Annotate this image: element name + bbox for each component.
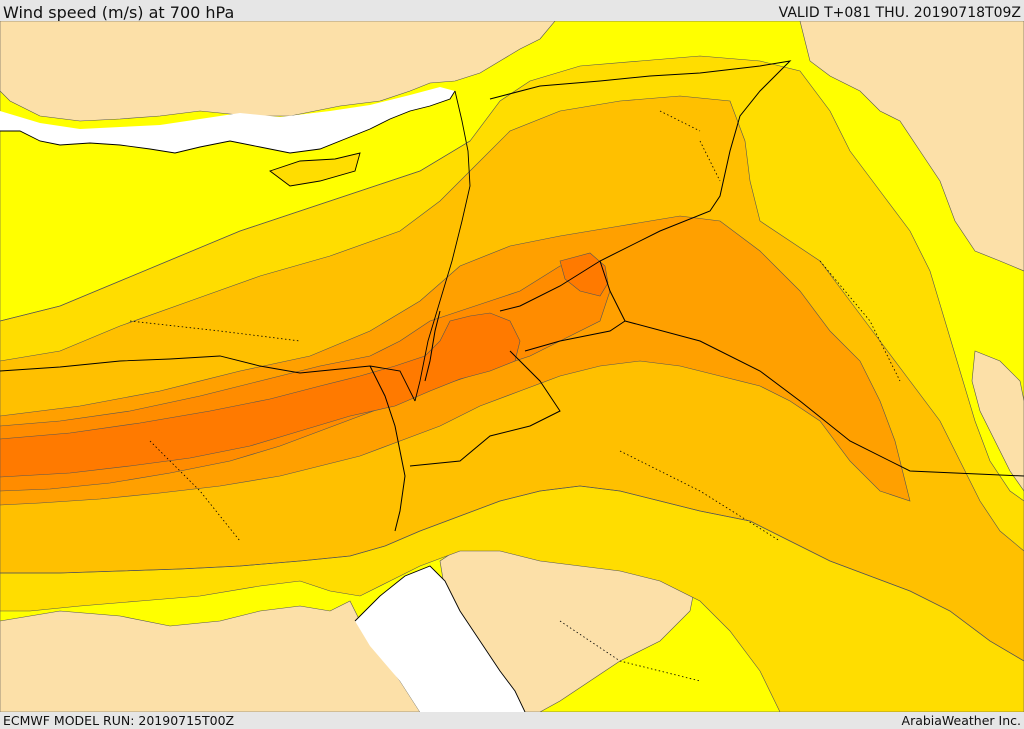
border-jordan-iraq	[524, 260, 626, 352]
border-iraq-saudi	[624, 320, 1024, 477]
border-west-bank	[424, 310, 441, 382]
border-israel-egypt	[369, 365, 406, 532]
border-jordan-saudi	[409, 350, 561, 467]
credit: ArabiaWeather Inc.	[901, 713, 1021, 728]
footer-bar: ECMWF MODEL RUN: 20190715T00Z ArabiaWeat…	[0, 712, 1024, 729]
border-syria-iraq	[489, 60, 792, 312]
red-sea	[355, 566, 525, 712]
admin-lines	[129, 110, 901, 682]
calm-area-east	[971, 350, 1024, 492]
isoline-1	[0, 140, 471, 322]
isoline-2	[0, 485, 1024, 662]
map-title: Wind speed (m/s) at 700 hPa	[3, 3, 235, 22]
model-run: ECMWF MODEL RUN: 20190715T00Z	[3, 713, 235, 728]
calm-area-iran	[799, 21, 1024, 272]
valid-time: VALID T+081 THU. 20190718T09Z	[778, 5, 1021, 21]
coastline-red-sea	[354, 565, 526, 712]
band-6	[0, 312, 521, 478]
coastline-levant	[414, 90, 471, 402]
cyprus	[269, 152, 361, 187]
coastline-north	[0, 90, 456, 154]
calm-area-turkey	[0, 21, 556, 122]
weather-map	[0, 21, 1024, 712]
coastline-egypt	[0, 355, 416, 402]
wind-speed-map	[0, 21, 1024, 712]
mediterranean-sea	[0, 87, 455, 153]
header-bar: Wind speed (m/s) at 700 hPa VALID T+081 …	[0, 0, 1024, 22]
